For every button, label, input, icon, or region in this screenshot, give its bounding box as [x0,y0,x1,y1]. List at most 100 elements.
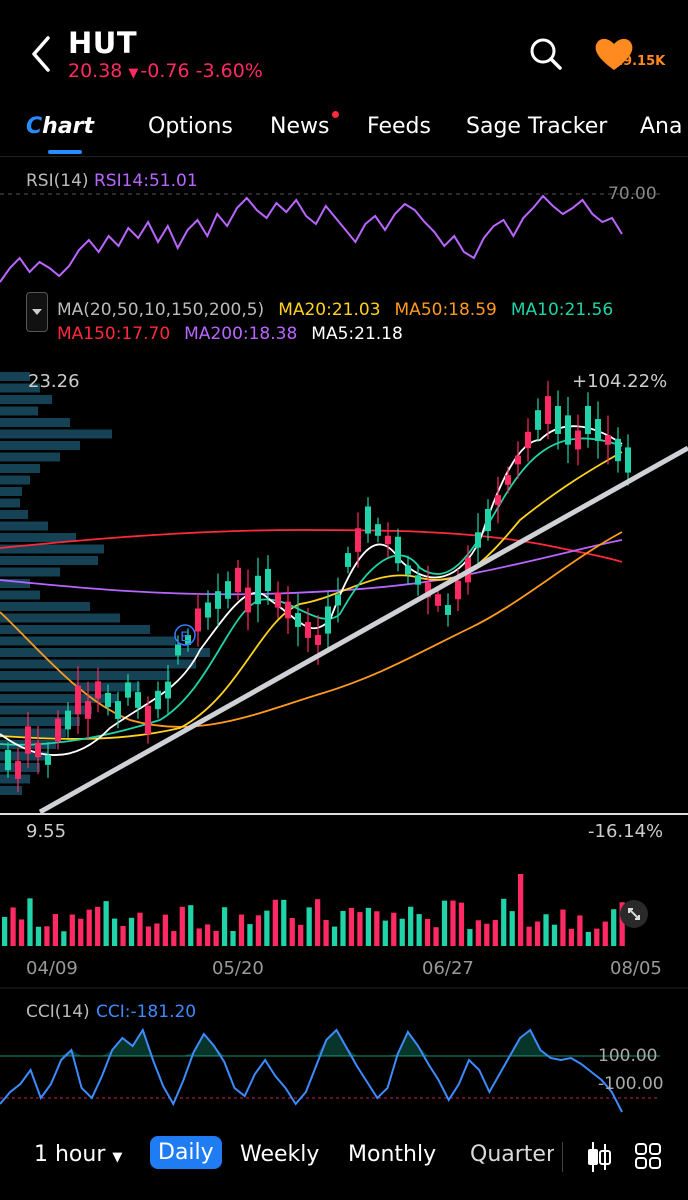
expand-arrows-icon [628,908,640,920]
volume-profile-bar [0,567,60,577]
candle-body [475,532,481,548]
volume-profile-bar [0,487,22,496]
ma150-value: MA150:17.70 [57,324,171,344]
volume-bar [416,914,422,946]
follow-heart-icon[interactable] [592,34,636,74]
volume-bar [467,929,473,946]
timeframe-monthly[interactable]: Monthly [348,1142,437,1167]
candle-body [45,755,51,765]
cci-label: CCI(14) [26,1002,90,1022]
volume-profile-bar [0,786,22,795]
price-low-label: 9.55 [26,821,67,842]
candle-body [445,605,451,615]
volume-bar [331,926,338,946]
price-high-label: 23.26 [28,371,80,392]
volume-bar [458,902,465,946]
candle-body [175,644,181,656]
volume-bar [264,910,270,946]
candle-body [215,591,221,609]
candle-body [485,508,491,532]
interval-dropdown[interactable]: 1 hour ▼ [34,1142,122,1167]
candle-body [425,582,431,598]
ma-dropdown-toggle[interactable] [26,292,48,332]
volume-bar [382,920,388,946]
candle-body [145,705,151,735]
timeframe-weekly[interactable]: Weekly [240,1142,320,1167]
search-icon[interactable] [528,36,564,72]
volume-bar [289,917,295,946]
volume-bar [205,924,211,946]
volume-profile-bar [0,475,30,485]
volume-bar [594,928,600,946]
timeframe-quarterly[interactable]: Quarter [470,1142,554,1167]
volume-profile-bar [0,441,80,450]
candle-body [25,726,31,754]
ticker-symbol: HUT [68,26,138,60]
volume-bar [137,912,143,946]
volume-bar [221,907,228,946]
candle-body [75,685,81,715]
volume-profile-bar [0,418,70,427]
back-chevron-icon[interactable] [28,34,56,74]
candle-body [235,567,241,593]
price-change-percent: -3.60% [195,60,263,82]
tab-options[interactable]: Options [148,114,233,139]
tab-news[interactable]: News [270,114,330,139]
candle-body [225,581,231,599]
expand-chart-button[interactable] [620,900,648,928]
timeframe-daily[interactable]: Daily [150,1136,222,1169]
volume-profile [0,372,210,795]
volume-bar [120,925,126,946]
moving-average-line [0,531,623,728]
candle-body [395,536,401,564]
volume-bars [2,874,625,946]
moving-average-line [0,451,623,740]
candle-body [125,682,131,698]
candle-body [315,635,321,645]
ma20-value: MA20:21.03 [278,300,381,320]
trend-line[interactable] [38,445,688,815]
candle-body [95,681,101,699]
volume-profile-bar [0,705,92,715]
volume-bar [35,926,42,946]
caret-down-icon [32,309,42,315]
date-label: 05/20 [212,958,264,979]
date-label: 04/09 [26,958,78,979]
candle-body [505,475,511,485]
candle-body [85,701,91,719]
candle-body [455,580,461,600]
candle-body [535,410,541,430]
price-quote: 20.38 ▼ -0.76 -3.60% [68,60,263,82]
candle-body [135,692,141,708]
volume-bar [391,912,397,946]
tab-analysis[interactable]: Ana [640,114,683,139]
earnings-marker[interactable]: E [174,624,196,646]
volume-bar [450,900,456,946]
candle-body [625,447,631,473]
volume-bar [433,927,439,946]
cci-lower-label: -100.00 [598,1074,664,1094]
volume-bar [501,898,507,946]
volume-bar [602,921,608,946]
tab-sage-tracker[interactable]: Sage Tracker [466,114,608,139]
candle-body [365,506,371,534]
volume-bar [154,923,160,946]
volume-bar [408,906,414,946]
volume-bar [162,914,168,946]
cci-fill [0,1030,622,1056]
volume-bar [526,926,532,946]
ma10-value: MA10:21.56 [510,300,614,320]
volume-bar [213,930,219,946]
tab-chart[interactable]: Chart [26,114,94,139]
tab-feeds[interactable]: Feeds [367,114,431,139]
volume-bar [196,928,202,946]
volume-profile-bar [0,510,28,519]
moving-averages [0,425,623,756]
last-price: 20.38 [68,60,123,82]
candle-body [55,718,61,742]
volume-bar [399,918,405,946]
grid-menu-icon[interactable] [634,1142,662,1170]
candlestick-type-icon[interactable] [584,1140,614,1174]
volume-bar [238,914,245,946]
